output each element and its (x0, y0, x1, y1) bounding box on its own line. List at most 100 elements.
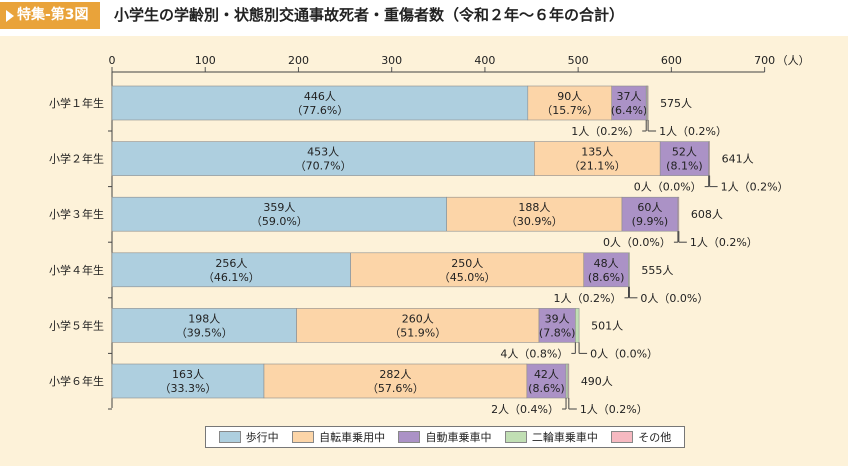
legend-swatch (218, 431, 241, 443)
legend-label: 自転車乗用中 (319, 431, 386, 444)
total-label: 501人 (591, 319, 623, 332)
bar-percent-label: （77.6%） (291, 104, 348, 117)
bar-value-label: 37人 (616, 90, 641, 103)
chart-legend: 歩行中 自転車乗用中 自動車乗車中 二輪車乗車中 その他 (205, 426, 685, 448)
bar-percent-label: （21.1%） (569, 160, 626, 173)
total-label: 641人 (722, 153, 754, 166)
legend-swatch (504, 431, 527, 443)
bar-percent-label: (8.1%) (666, 160, 703, 173)
bar-percent-label: （15.7%） (541, 104, 598, 117)
bar-value-label: 260人 (402, 312, 434, 325)
total-label: 608人 (691, 208, 723, 221)
bar-percent-label: （45.0%） (439, 271, 496, 284)
bar-percent-label: (8.6%) (588, 271, 625, 284)
bar-value-label: 60人 (637, 201, 662, 214)
legend-item: 自転車乗用中 (292, 429, 385, 445)
figure-tag: 特集-第3図 (0, 2, 100, 29)
motorcycle-callout-label: 2人（0.4%） (491, 403, 559, 416)
bar-segment (621, 196, 679, 232)
header: 特集-第3図 小学生の学齢別・状態別交通事故死者・重傷者数（令和２年〜６年の合計… (0, 0, 848, 32)
motorcycle-callout-label: 1人（0.2%） (554, 292, 622, 305)
x-tick-label: 100 (195, 54, 216, 67)
triangle-icon (6, 10, 14, 22)
bar-segment (708, 141, 710, 176)
x-axis-unit-label: （人） (777, 54, 810, 67)
figure-tag-label: 特集-第3図 (17, 7, 89, 23)
bar-segment (446, 196, 623, 232)
category-label: 小学３年生 (49, 207, 104, 221)
bar-percent-label: （70.7%） (295, 160, 352, 173)
other-callout-label: 1人（0.2%） (721, 181, 789, 194)
bar-value-label: 90人 (557, 90, 582, 103)
legend-label: 自動車乗車中 (425, 431, 492, 444)
bar-segment (677, 196, 680, 232)
x-tick-label: 600 (661, 54, 682, 67)
bar-value-label: 135人 (581, 146, 613, 159)
bar-value-label: 446人 (304, 90, 336, 103)
bar-segment (575, 308, 580, 343)
other-callout-label: 1人（0.2%） (690, 236, 758, 249)
legend-label: 二輪車乗車中 (531, 431, 598, 444)
bar-segment (628, 252, 630, 288)
chart-title: 小学生の学齢別・状態別交通事故死者・重傷者数（令和２年〜６年の合計） (114, 6, 625, 24)
bar-segment (111, 252, 351, 288)
bar-percent-label: (9.9%) (632, 215, 669, 228)
bar-segment (646, 85, 649, 121)
category-label: 小学１年生 (49, 96, 104, 110)
bar-segment (296, 308, 540, 343)
bar-segment (567, 363, 570, 399)
motorcycle-callout-label: 0人（0.0%） (634, 181, 702, 194)
bar-value-label: 163人 (172, 368, 204, 381)
motorcycle-callout-label: 4人（0.8%） (500, 347, 568, 360)
bar-segment (350, 252, 585, 288)
category-label: 小学４年生 (49, 263, 104, 277)
total-label: 575人 (660, 97, 692, 110)
bar-segment (526, 363, 567, 399)
motorcycle-callout-label: 1人（0.2%） (571, 125, 639, 138)
bar-percent-label: （39.5%） (176, 326, 233, 339)
bar-percent-label: (8.6%) (528, 382, 565, 395)
other-callout-label: 1人（0.2%） (580, 403, 648, 416)
bar-percent-label: （51.9%） (389, 326, 446, 339)
legend-item: 自動車乗車中 (398, 429, 491, 445)
bar-segment (111, 363, 265, 399)
legend-item: その他 (611, 429, 671, 445)
bar-value-label: 256人 (215, 257, 247, 270)
bar-value-label: 48人 (594, 257, 619, 270)
bar-segment (111, 196, 447, 232)
bar-segment (659, 141, 709, 176)
bar-percent-label: (6.4%) (611, 104, 648, 117)
bar-percent-label: （59.0%） (251, 215, 308, 228)
x-tick-label: 500 (568, 54, 589, 67)
bar-value-label: 52人 (672, 146, 697, 159)
legend-label: 歩行中 (245, 431, 279, 444)
bar-value-label: 453人 (307, 146, 339, 159)
legend-item: 二輪車乗車中 (504, 429, 598, 445)
motorcycle-callout-label: 0人（0.0%） (603, 236, 671, 249)
category-label: 小学２年生 (49, 152, 104, 166)
bar-segment (583, 252, 629, 288)
total-label: 555人 (641, 264, 673, 277)
bar-segment (111, 85, 529, 121)
bar-percent-label: (7.8%) (539, 326, 576, 339)
bar-percent-label: （46.1%） (203, 271, 260, 284)
legend-item: 歩行中 (218, 429, 279, 445)
bar-percent-label: （57.6%） (367, 382, 424, 395)
bar-percent-label: （30.9%） (506, 215, 563, 228)
bar-segment (111, 308, 297, 343)
other-callout-label: 0人（0.0%） (590, 347, 658, 360)
bar-percent-label: （33.3%） (160, 382, 217, 395)
bar-segment (534, 141, 661, 176)
x-tick-label: 300 (381, 54, 402, 67)
x-tick-label: 200 (288, 54, 309, 67)
x-tick-label: 400 (474, 54, 495, 67)
x-tick-label: 0 (109, 54, 116, 67)
legend-swatch (398, 431, 421, 443)
legend-label: その他 (638, 431, 672, 444)
bar-value-label: 39人 (545, 312, 570, 325)
legend-swatch (292, 431, 315, 443)
bar-segment (527, 85, 613, 121)
bar-value-label: 250人 (451, 257, 483, 270)
bar-segment (611, 85, 647, 121)
